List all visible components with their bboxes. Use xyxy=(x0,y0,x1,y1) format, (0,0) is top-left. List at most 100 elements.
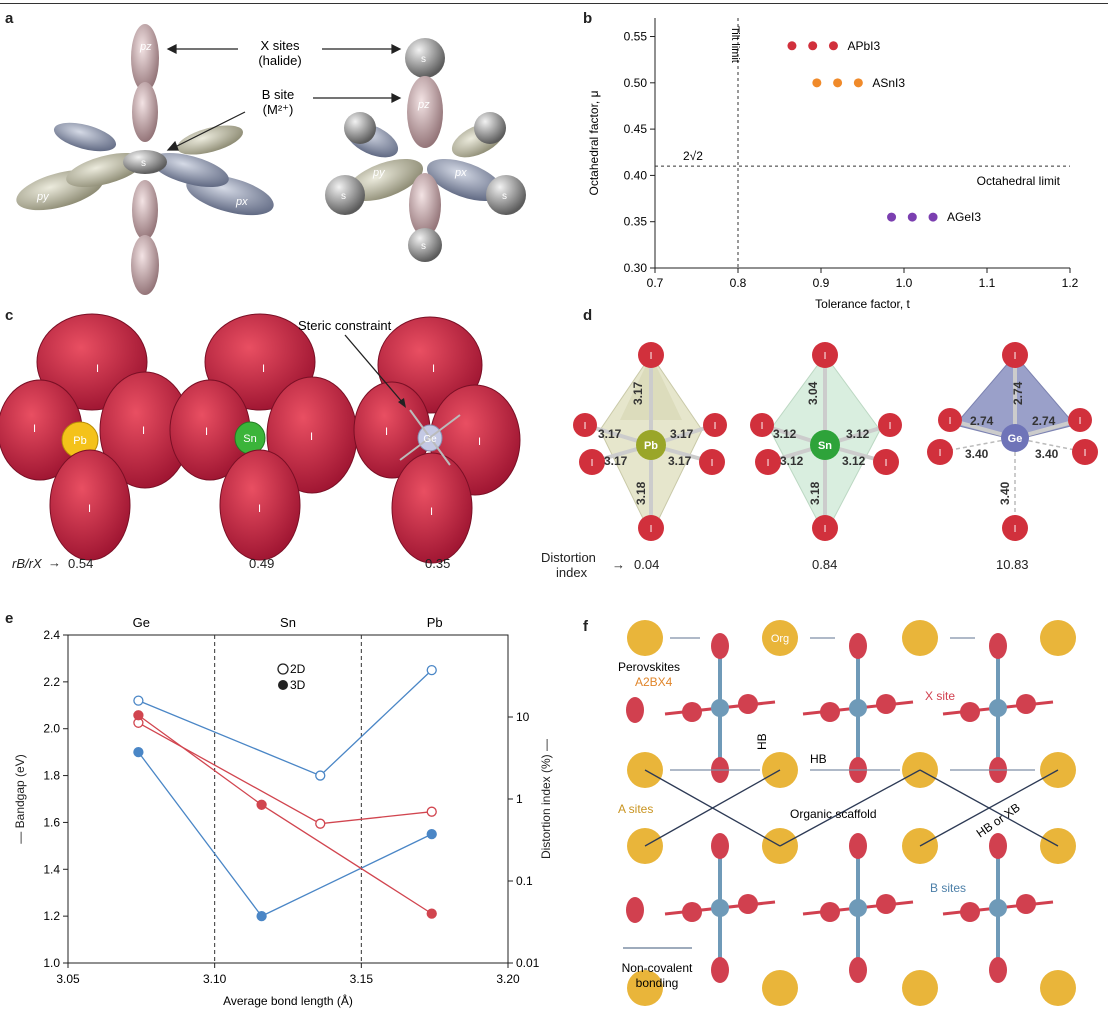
bond-length: 3.18 xyxy=(634,481,648,505)
s-orbital-bottom xyxy=(408,228,442,262)
x-site-halide xyxy=(820,702,840,722)
pz-label: pz xyxy=(139,41,152,53)
x-site-halide xyxy=(876,894,896,914)
x-axis-label: Average bond length (Å) xyxy=(223,993,353,1008)
scaffold-line xyxy=(779,769,921,847)
s-orbital-center xyxy=(123,150,167,174)
i-label: I xyxy=(1079,416,1082,427)
y-tick-label: 1.0 xyxy=(43,956,60,970)
panel-label-e: e xyxy=(5,610,14,627)
i-label: I xyxy=(767,458,770,469)
x-site-halide xyxy=(711,833,729,859)
top-rule xyxy=(0,3,1108,4)
py-label-right: py xyxy=(372,167,386,179)
x-tick-label: 0.7 xyxy=(647,276,664,290)
bond-length: 3.17 xyxy=(631,381,645,405)
scaffold-line xyxy=(919,769,1059,847)
y-tick-label: 0.50 xyxy=(624,76,648,90)
x-tick-label: 1.0 xyxy=(896,276,913,290)
tilt-limit-label: Tilt limit xyxy=(729,26,741,63)
panel-d-octahedra: Pb I I I I I I 3.17 3.17 3.17 3.17 3.17 … xyxy=(573,342,1098,541)
y-tick-label: 1.4 xyxy=(43,862,60,876)
panel-label-d: d xyxy=(583,307,593,324)
iodine-atom xyxy=(638,515,664,541)
x-sites-sub: (halide) xyxy=(258,53,301,68)
data-point xyxy=(812,78,822,88)
bond-length: 3.12 xyxy=(780,454,804,468)
i-label: I xyxy=(650,351,653,362)
y-tick-label: 0.45 xyxy=(624,122,648,136)
pz-lobe-top xyxy=(131,24,159,92)
data-point xyxy=(853,78,863,88)
s-orbital-left xyxy=(325,175,365,215)
iodine-atom xyxy=(812,515,838,541)
octahedron-pb: Pb I I I I I I 3.17 3.17 3.17 3.17 3.17 … xyxy=(573,342,727,541)
b-site-metal xyxy=(989,699,1007,717)
pb-atom xyxy=(636,430,666,460)
x-tick-label: 3.20 xyxy=(496,972,520,986)
y-tick-label: 1.6 xyxy=(43,815,60,829)
i-label: I xyxy=(889,421,892,432)
panel-a-orbitals: pz s py px s pz py px s s s X sites xyxy=(16,24,526,295)
pb-atom-label: Pb xyxy=(644,440,658,452)
b-site-metal xyxy=(849,899,867,917)
bond-length: 3.12 xyxy=(842,454,866,468)
scaffold-label: Organic scaffold xyxy=(790,807,877,821)
iodine-atom xyxy=(878,413,902,437)
iodine-atom xyxy=(638,342,664,368)
i-label: I xyxy=(591,458,594,469)
b-site-sub: (M²⁺) xyxy=(263,102,294,117)
data-point xyxy=(887,212,897,222)
data-point xyxy=(928,212,938,222)
iodine-atom xyxy=(699,449,725,475)
a-sites-label: A sites xyxy=(618,802,653,816)
y-right-tick-label: 0.01 xyxy=(516,956,540,970)
data-point xyxy=(828,41,838,51)
data-point xyxy=(256,910,267,922)
noncovalent-label: bonding xyxy=(636,976,679,990)
bond-length: 3.12 xyxy=(846,427,870,441)
s-label-left: s xyxy=(341,191,346,202)
iodine-atom xyxy=(703,413,727,437)
bond-length: 3.40 xyxy=(965,447,989,461)
ge-label: Ge xyxy=(423,434,437,445)
panel-c-steric-models: Pb I I I I Sn I I I I Ge I I I I Steric … xyxy=(0,313,521,564)
pz-lobe-bottom xyxy=(131,235,159,295)
ratio-arrow: → xyxy=(48,555,61,570)
i-label: I xyxy=(478,436,481,448)
s-orbital-back-left xyxy=(344,112,376,144)
x-site-halide xyxy=(989,957,1007,983)
plot-frame xyxy=(67,634,509,964)
x-site-halide xyxy=(960,902,980,922)
x-site-halide xyxy=(1016,894,1036,914)
data-point xyxy=(787,41,797,51)
y-tick-label: 0.55 xyxy=(624,30,648,44)
i-label: I xyxy=(584,421,587,432)
bond-length: 2.74 xyxy=(1032,414,1056,428)
cluster-ge: Ge I I I I xyxy=(353,316,521,564)
ratio-ge: 0.35 xyxy=(425,556,451,571)
steric-arrow xyxy=(344,334,404,404)
contact-line xyxy=(399,414,461,461)
x-site-halide xyxy=(1016,694,1036,714)
data-point xyxy=(907,212,917,222)
i-label: I xyxy=(258,503,261,515)
steric-constraint-label: Steric constraint xyxy=(298,318,392,333)
px-lobe-back-left xyxy=(53,122,117,152)
data-point xyxy=(133,695,144,706)
arrowhead xyxy=(398,398,406,408)
legend-label: 2D xyxy=(290,662,306,676)
x-site-halide xyxy=(711,957,729,983)
data-point xyxy=(426,828,437,840)
series-label: AGeI3 xyxy=(947,210,981,224)
org-label: Org xyxy=(771,633,789,645)
y-tick-label: 1.2 xyxy=(43,909,60,923)
a-site-cation xyxy=(902,970,938,1006)
i-label: I xyxy=(824,351,827,362)
i-label: I xyxy=(939,448,942,459)
i-label: I xyxy=(761,421,764,432)
i-label: I xyxy=(824,524,827,535)
s-label-right: s xyxy=(502,191,507,202)
iodide-bottom xyxy=(391,452,473,564)
x-site-halide xyxy=(738,694,758,714)
